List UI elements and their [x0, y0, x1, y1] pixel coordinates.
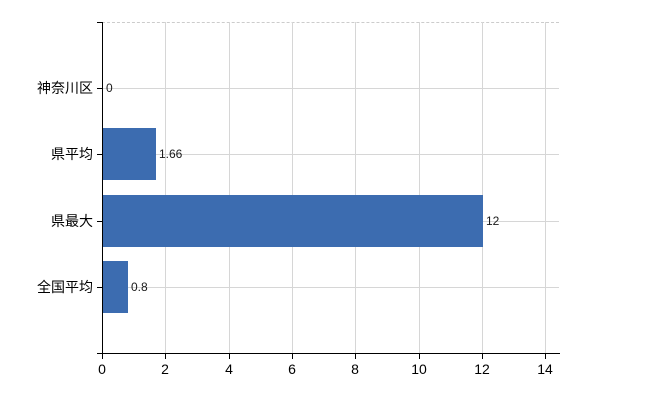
- gridline-horizontal: [102, 154, 559, 155]
- x-tick-mark: [229, 354, 230, 359]
- y-tick-mark: [97, 353, 102, 354]
- x-tick-label: 0: [98, 361, 106, 377]
- y-tick-mark: [97, 221, 102, 222]
- x-tick-label: 6: [288, 361, 296, 377]
- category-label: 全国平均: [37, 279, 93, 295]
- gridline-horizontal: [102, 287, 559, 288]
- bar-value-label: 1.66: [159, 147, 183, 161]
- y-axis-line: [102, 22, 103, 353]
- x-tick-mark: [545, 354, 546, 359]
- gridline-vertical: [165, 22, 167, 353]
- x-tick-mark: [165, 354, 166, 359]
- bar-value-label: 12: [486, 214, 500, 228]
- x-tick-label: 14: [537, 361, 553, 377]
- category-label: 県平均: [51, 146, 93, 162]
- gridline-horizontal: [102, 88, 559, 89]
- bar: [103, 261, 128, 313]
- y-tick-mark: [97, 154, 102, 155]
- x-tick-label: 8: [351, 361, 359, 377]
- bar-value-label: 0: [106, 81, 113, 95]
- x-tick-label: 12: [474, 361, 490, 377]
- gridline-vertical: [355, 22, 357, 353]
- x-tick-mark: [355, 354, 356, 359]
- y-tick-mark: [97, 287, 102, 288]
- bar: [103, 128, 156, 180]
- gridline-vertical: [291, 22, 293, 353]
- y-tick-mark: [97, 88, 102, 89]
- category-label: 神奈川区: [37, 80, 93, 96]
- x-tick-label: 10: [411, 361, 427, 377]
- plot-top-border: [102, 22, 559, 23]
- gridline-vertical: [545, 22, 547, 353]
- x-tick-mark: [419, 354, 420, 359]
- bar: [103, 195, 483, 247]
- x-tick-mark: [102, 354, 103, 359]
- x-tick-mark: [482, 354, 483, 359]
- gridline-vertical: [481, 22, 483, 353]
- gridline-vertical: [418, 22, 420, 353]
- x-tick-label: 4: [225, 361, 233, 377]
- x-tick-label: 2: [161, 361, 169, 377]
- x-axis-line: [102, 353, 560, 354]
- bar-value-label: 0.8: [131, 280, 148, 294]
- x-tick-mark: [292, 354, 293, 359]
- category-label: 県最大: [51, 213, 93, 229]
- y-tick-mark: [97, 22, 102, 23]
- gridline-vertical: [228, 22, 230, 353]
